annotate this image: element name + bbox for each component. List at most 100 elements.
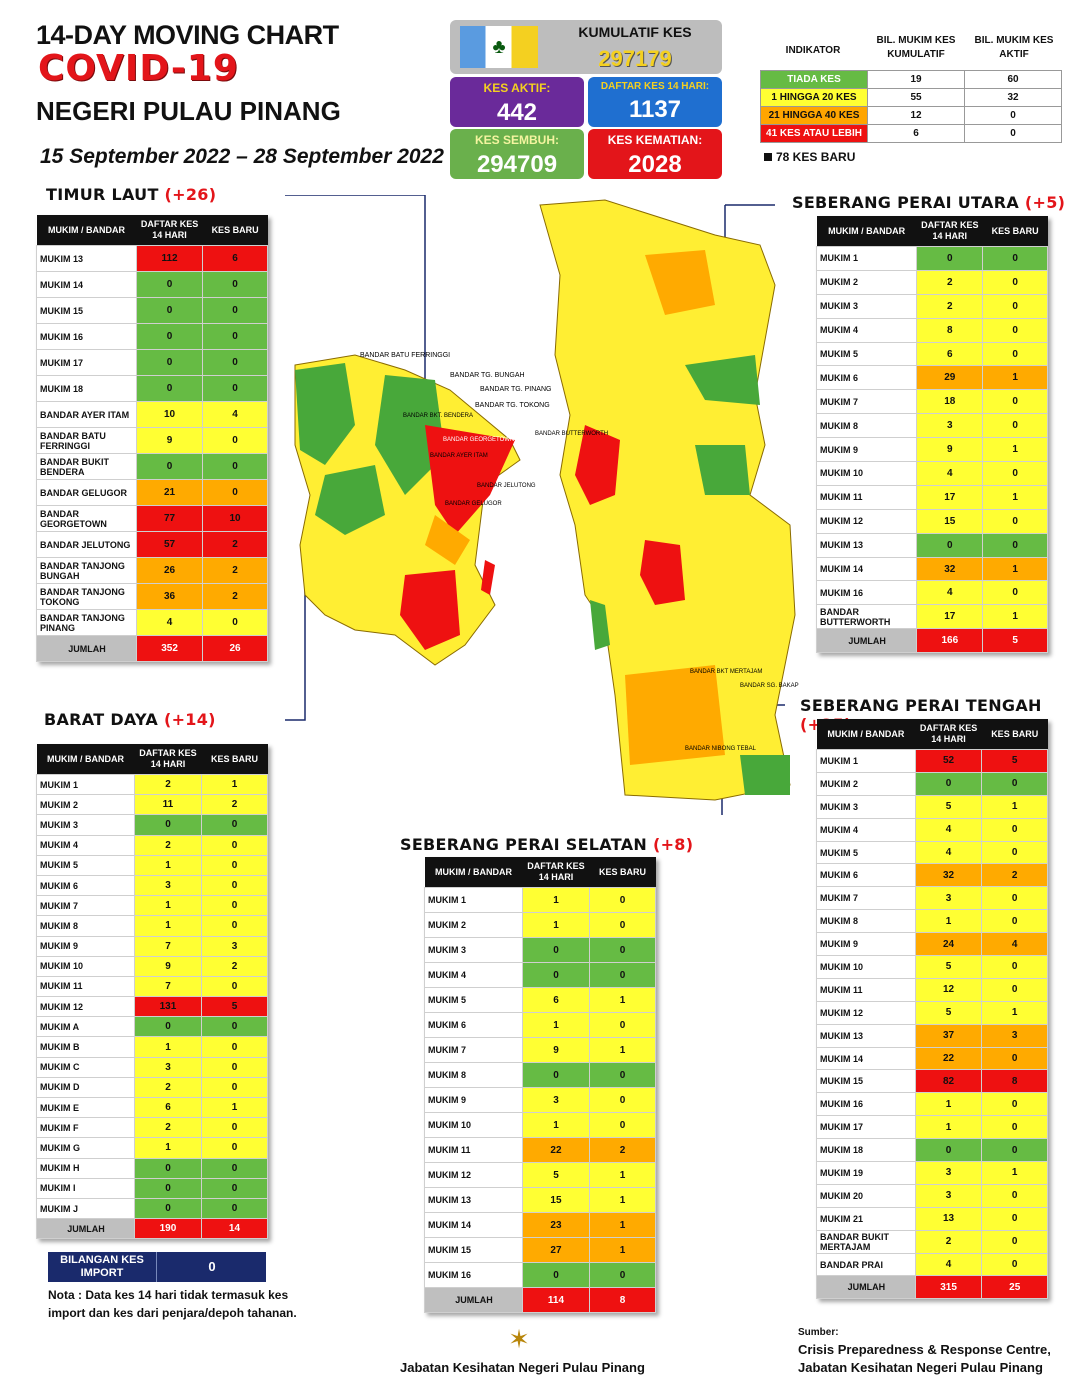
table-row: BANDAR BUKIT BENDERA 0 0: [36, 453, 268, 480]
table-row: MUKIM 17 0 0: [36, 349, 268, 376]
cell-list14: 7: [133, 975, 202, 998]
cell-list14: 22: [521, 1137, 590, 1163]
cell-new: 1: [588, 1037, 657, 1063]
cell-new: 0: [202, 297, 268, 324]
indicator-row: TIADA KES 19 60: [760, 70, 1062, 89]
cell-list14: 315: [914, 1275, 983, 1300]
indicator-active: 0: [964, 106, 1062, 125]
cell-list14: 1: [133, 915, 202, 937]
cell-list14: 3: [914, 1183, 983, 1208]
cell-new: 5: [200, 996, 269, 1018]
table-row: MUKIM 19 3 1: [816, 1161, 1048, 1185]
cell-list14: 6: [133, 1096, 202, 1119]
table-sps: MUKIM / BANDAR DAFTAR KES 14 HARI KES BARU…: [424, 857, 657, 1313]
table-row: BANDAR AYER ITAM 10 4: [36, 401, 268, 428]
cell-list14: 0: [133, 814, 202, 836]
cell-list14: 17: [916, 604, 984, 630]
table-header-row: MUKIM / BANDAR DAFTAR KES 14 HARI KES BARU: [36, 744, 268, 775]
cell-list14: 2: [916, 269, 984, 295]
note-text: Nota : Data kes 14 hari tidak termasuk k…: [48, 1288, 297, 1320]
cell-list14: 0: [135, 271, 204, 298]
cell-new: 4: [981, 932, 1048, 957]
indicator-label: 21 HINGGA 40 KES: [760, 106, 868, 125]
cell-list14: 0: [133, 1157, 202, 1179]
table-row: MUKIM 1 52 5: [816, 749, 1048, 773]
table-row: BANDAR BUTTERWORTH 17 1: [815, 604, 1048, 630]
cell-list14: 23: [521, 1212, 590, 1238]
cell-list14: 0: [914, 1138, 983, 1163]
table-row: MUKIM 11 22 2: [424, 1137, 657, 1163]
cell-new: 1: [982, 484, 1048, 510]
map-label-bkt-mertajam: BANDAR BKT MERTAJAM: [690, 669, 762, 675]
cell-new: 0: [200, 1137, 269, 1159]
cell-new: 0: [588, 1012, 657, 1038]
cell-name: MUKIM 7: [816, 886, 916, 911]
palm-tree-icon: ♣: [492, 36, 506, 58]
cell-name: MUKIM 3: [424, 937, 523, 963]
cell-new: 1: [981, 794, 1048, 819]
cell-list14: 1: [521, 1112, 590, 1138]
recovered-box: KES SEMBUH: 294709: [450, 129, 584, 179]
cell-list14: 3: [133, 1056, 202, 1078]
deaths-box: KES KEMATIAN: 2028: [588, 129, 722, 179]
cell-name: MUKIM B: [36, 1036, 135, 1058]
table-row: MUKIM 12 131 5: [36, 996, 269, 1018]
cell-name: MUKIM 11: [36, 975, 135, 998]
recovered-label: KES SEMBUH:: [474, 133, 559, 147]
table-row: MUKIM 12 15 0: [815, 508, 1048, 534]
cell-new: 0: [588, 1062, 657, 1088]
cell-list14: 3: [133, 874, 202, 897]
cell-list14: 32: [914, 863, 983, 888]
cell-new: 0: [982, 341, 1048, 367]
table-row: MUKIM 12 5 1: [816, 1000, 1048, 1025]
header-list14: DAFTAR KES 14 HARI: [134, 744, 202, 775]
deaths-value: 2028: [628, 151, 682, 178]
cell-list14: 166: [916, 628, 984, 654]
cell-name: MUKIM A: [36, 1016, 135, 1038]
cell-name: MUKIM 5: [816, 840, 916, 865]
cell-name: MUKIM 7: [424, 1037, 523, 1063]
total-row: JUMLAH 315 25: [816, 1275, 1048, 1300]
cell-list14: 3: [916, 413, 984, 439]
table-row: MUKIM 16 0 0: [424, 1262, 657, 1288]
cell-list14: 0: [521, 937, 590, 963]
table-timur-laut: MUKIM / BANDAR DAFTAR KES 14 HARI KES BARU…: [36, 215, 268, 662]
table-row: BANDAR BUKIT MERTAJAM 2 0: [816, 1229, 1048, 1254]
cell-name: MUKIM 5: [36, 854, 135, 876]
table-row: MUKIM 14 23 1: [424, 1212, 657, 1238]
cell-list14: 1: [914, 1115, 983, 1140]
cell-name: MUKIM 20: [816, 1183, 916, 1208]
cell-list14: 11: [133, 794, 202, 816]
active-value: 442: [496, 99, 538, 126]
cell-list14: 352: [135, 635, 204, 662]
cell-new: 1: [588, 1162, 657, 1188]
cell-list14: 0: [916, 246, 984, 271]
cell-list14: 0: [135, 375, 204, 402]
island-red-georgetown: [425, 425, 515, 535]
cell-name: MUKIM 2: [424, 912, 523, 938]
cell-name: MUKIM 6: [424, 1012, 523, 1038]
cell-list14: 5: [914, 1000, 983, 1025]
cell-new: 1: [982, 556, 1048, 582]
cell-name: MUKIM 8: [36, 915, 135, 937]
table-row: MUKIM 7 18 0: [815, 389, 1048, 415]
header-new: KES BARU: [201, 744, 268, 775]
cell-list14: 18: [916, 389, 984, 415]
covid-title: COVID-19: [38, 48, 239, 89]
cell-new: 0: [200, 915, 269, 937]
state-title: NEGERI PULAU PINANG: [36, 96, 341, 126]
cell-new: 2: [200, 794, 269, 816]
cell-new: 0: [200, 1117, 269, 1139]
